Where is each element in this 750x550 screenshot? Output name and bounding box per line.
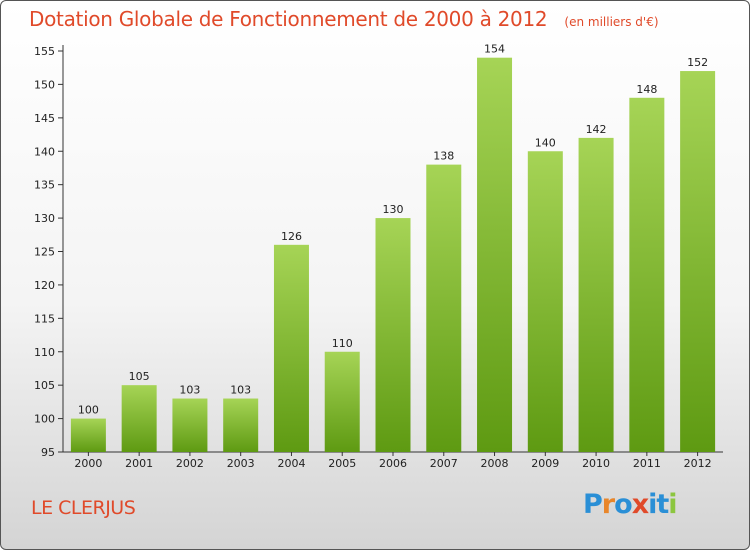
y-tick-label: 145 (34, 112, 55, 125)
bar (477, 57, 513, 452)
chart-title: Dotation Globale de Fonctionnement de 20… (29, 7, 548, 31)
data-label: 100 (78, 404, 99, 417)
y-tick-label: 155 (34, 45, 55, 58)
bar (223, 398, 259, 452)
bar (527, 151, 563, 452)
logo-letter: i (668, 489, 677, 520)
x-tick-label: 2008 (481, 457, 509, 470)
x-tick-label: 2002 (176, 457, 204, 470)
x-tick-label: 2004 (277, 457, 305, 470)
y-tick-label: 150 (34, 78, 55, 91)
data-label: 126 (281, 230, 302, 243)
bar (121, 385, 157, 452)
data-label: 105 (129, 370, 150, 383)
x-tick-label: 2010 (582, 457, 610, 470)
label-layer: 2000 100 2001 105 2002 103 2003 103 2004 126 2005 1… (74, 43, 711, 470)
data-label: 130 (383, 203, 404, 216)
x-tick-label: 2006 (379, 457, 407, 470)
bar (70, 418, 106, 452)
bar (172, 398, 208, 452)
data-label: 138 (433, 150, 454, 163)
data-label: 103 (179, 384, 200, 397)
y-tick-label: 100 (34, 413, 55, 426)
x-tick-label: 2007 (430, 457, 458, 470)
y-tick-label: 130 (34, 212, 55, 225)
data-label: 103 (230, 384, 251, 397)
logo-letter: o (614, 489, 633, 520)
y-tick-label: 95 (41, 446, 55, 459)
data-label: 154 (484, 43, 505, 56)
logo-letter: r (601, 489, 615, 520)
title-row: Dotation Globale de Fonctionnement de 20… (29, 7, 659, 31)
x-tick-label: 2000 (74, 457, 102, 470)
axis-layer: 95 100 105 110 115 120 125 130 135 140 145 150 155 (34, 45, 723, 459)
y-tick-label: 125 (34, 246, 55, 259)
logo-letter: P (583, 489, 603, 520)
x-tick-label: 2003 (227, 457, 255, 470)
data-label: 152 (687, 56, 708, 69)
bar (629, 97, 665, 453)
data-label: 140 (535, 136, 556, 149)
x-tick-label: 2001 (125, 457, 153, 470)
data-label: 142 (586, 123, 607, 136)
bar (426, 164, 462, 452)
y-tick-label: 140 (34, 145, 55, 158)
bar (375, 218, 411, 452)
x-tick-label: 2009 (531, 457, 559, 470)
bar (680, 71, 716, 453)
y-tick-label: 115 (34, 312, 55, 325)
x-tick-label: 2011 (633, 457, 661, 470)
data-label: 110 (332, 337, 353, 350)
logo-letter: i (648, 489, 657, 520)
y-tick-label: 105 (34, 379, 55, 392)
x-tick-label: 2012 (684, 457, 712, 470)
bar (324, 351, 360, 452)
proxiti-logo[interactable]: Proxiti (583, 489, 678, 520)
commune-name: LE CLERJUS (31, 497, 136, 519)
x-tick-label: 2005 (328, 457, 356, 470)
chart-unit: (en milliers d'€) (564, 15, 659, 29)
bar (578, 137, 614, 452)
y-tick-label: 110 (34, 346, 55, 359)
y-tick-label: 120 (34, 279, 55, 292)
y-tick-label: 135 (34, 179, 55, 192)
bar (273, 244, 309, 452)
logo-letter: t (656, 489, 669, 520)
data-label: 148 (636, 83, 657, 96)
logo-letter: x (631, 489, 649, 520)
bar-layer (70, 57, 716, 453)
